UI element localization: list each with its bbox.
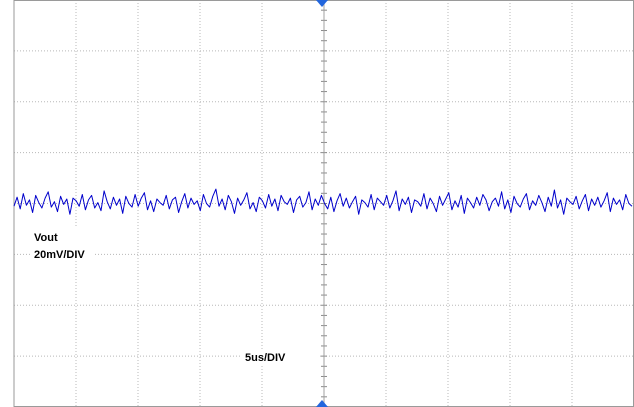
time-scale-background: [240, 349, 320, 365]
trigger-position-marker-bottom: [316, 400, 328, 407]
trigger-position-marker-top: [316, 0, 328, 7]
channel-label: Vout: [34, 232, 58, 244]
center-axis-ticks: [321, 0, 327, 407]
vertical-scale-label: 20mV/DIV: [34, 249, 85, 261]
horizontal-scale-label: 5us/DIV: [245, 352, 286, 364]
waveform-trace: [13, 188, 633, 215]
waveform-layer: [13, 188, 633, 215]
channel-label-background: [30, 227, 94, 261]
